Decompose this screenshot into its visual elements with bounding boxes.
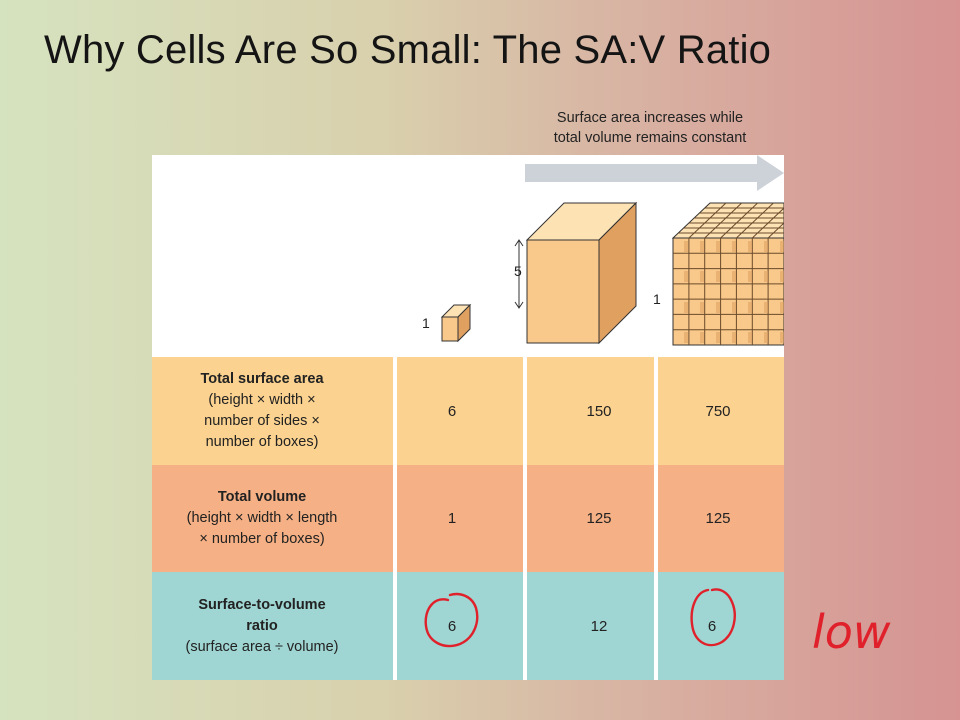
- cube-grid-icon: [671, 202, 784, 346]
- grid-cube-side-label: 1: [653, 291, 661, 307]
- row-label-line: number of boxes): [205, 434, 319, 450]
- row-label-line: (surface area ÷ volume): [185, 638, 339, 655]
- table-cell: 1: [447, 510, 457, 527]
- column-divider: [654, 465, 658, 572]
- dimension-line-icon: [514, 239, 524, 309]
- table-cell: 125: [586, 510, 612, 527]
- table-cell: 150: [586, 402, 612, 420]
- row-label: Surface-to-volume ratio (surface area ÷ …: [152, 572, 372, 680]
- column-divider: [393, 465, 397, 572]
- cubes-illustration: [440, 201, 784, 346]
- column-divider: [523, 465, 527, 572]
- row-label-line: number of sides ×: [204, 413, 320, 429]
- row-label-line: (height × width ×: [208, 392, 316, 408]
- small-cube-icon: [440, 303, 472, 343]
- table-cell: 12: [590, 617, 608, 635]
- column-divider: [523, 572, 527, 680]
- sav-figure: 1 5 1 Total surface area (height × width…: [152, 155, 784, 680]
- large-cube-icon: [525, 201, 638, 345]
- column-divider: [393, 357, 397, 465]
- row-label-title: Total volume: [217, 489, 307, 505]
- table-cell: 125: [705, 510, 731, 527]
- table-row-surface-area: Total surface area (height × width × num…: [152, 357, 784, 465]
- column-divider: [523, 357, 527, 465]
- table-cell: 6: [707, 617, 717, 635]
- row-label-title: Total surface area: [200, 371, 324, 387]
- row-label: Total surface area (height × width × num…: [152, 357, 372, 465]
- row-label: Total volume (height × width × length × …: [152, 465, 372, 572]
- column-divider: [654, 572, 658, 680]
- handwritten-note: low: [812, 605, 891, 659]
- arrow-caption: Surface area increases while total volum…: [505, 108, 795, 148]
- column-divider: [654, 357, 658, 465]
- row-label-line: × number of boxes): [199, 531, 325, 547]
- column-divider: [393, 572, 397, 680]
- arrow-caption-line-1: Surface area increases while: [556, 110, 744, 126]
- large-cube-side-label: 5: [514, 263, 522, 279]
- arrow-caption-line-2: total volume remains constant: [553, 130, 747, 146]
- table-row-ratio: Surface-to-volume ratio (surface area ÷ …: [152, 572, 784, 680]
- big-arrow-icon: [525, 155, 784, 191]
- table-cell: 6: [447, 617, 457, 635]
- row-label-title: ratio: [246, 617, 278, 634]
- small-cube-side-label: 1: [422, 315, 430, 331]
- table-cell: 750: [705, 402, 731, 420]
- table-cell: 6: [447, 402, 457, 420]
- row-label-line: (height × width × length: [186, 510, 338, 526]
- table-row-volume: Total volume (height × width × length × …: [152, 465, 784, 572]
- row-label-title: Surface-to-volume: [198, 596, 326, 613]
- slide-title: Why Cells Are So Small: The SA:V Ratio: [44, 28, 772, 72]
